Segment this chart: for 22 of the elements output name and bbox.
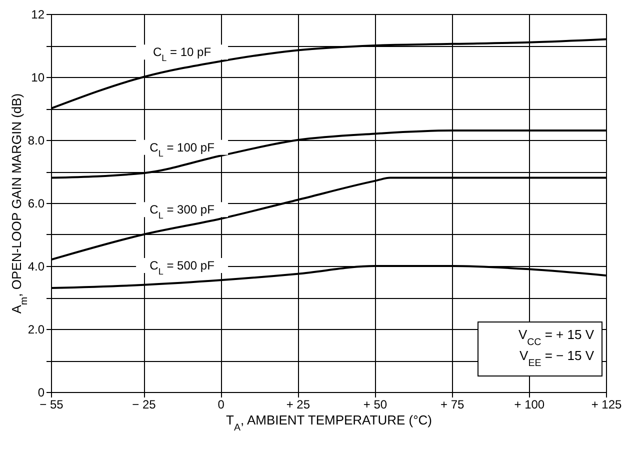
y-tick-label: 0 (38, 386, 45, 400)
x-tick-label: + 125 (591, 398, 622, 412)
x-tick-label: − 25 (132, 398, 156, 412)
annotation: V$_{EE}$ = − 15 V (520, 348, 594, 368)
x-tick-label: − 55 (40, 398, 64, 412)
y-tick-label: 10 (31, 70, 45, 84)
x-tick-label: + 75 (440, 398, 464, 412)
x-tick-label: + 50 (363, 398, 388, 412)
x-tick-label: + 100 (514, 398, 545, 412)
series-label: C$_{L}$ = 10 pF (153, 45, 212, 64)
x-tick-label: 0 (218, 398, 225, 412)
y-tick-label: 12 (31, 8, 45, 22)
series-label: C$_{L}$ = 500 pF (150, 258, 214, 277)
series-label: C$_{L}$ = 100 pF (150, 140, 214, 158)
y-tick-label: 8.0 (28, 134, 45, 148)
series-label: C$_{L}$ = 300 pF (150, 202, 214, 221)
y-tick-label: 6.0 (28, 196, 45, 210)
annotation: V$_{CC}$ = + 15 V (518, 327, 594, 348)
y-tick-label: 4.0 (28, 260, 45, 274)
y-tick-label: 2.0 (28, 322, 45, 336)
x-tick-label: + 25 (286, 398, 310, 412)
x-axis-title: T$_{A}$, AMBIENT TEMPERATURE (°C) (226, 412, 432, 433)
